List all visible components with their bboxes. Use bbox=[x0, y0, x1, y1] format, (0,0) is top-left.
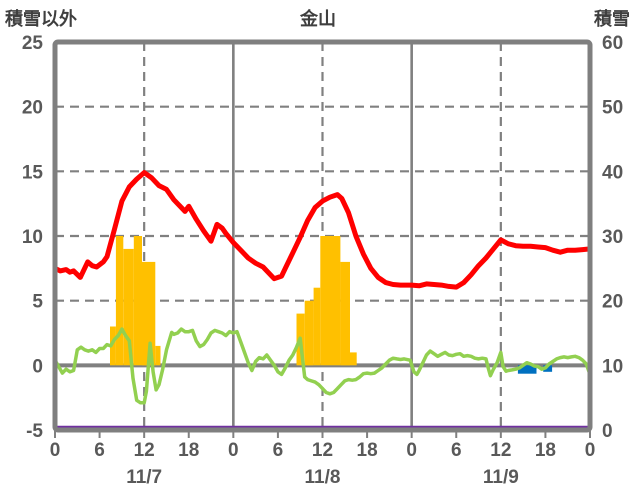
x-axis-tick-label: 0 bbox=[50, 440, 61, 461]
right-axis-tick-label: 20 bbox=[602, 292, 623, 313]
x-axis-tick-label: 18 bbox=[357, 440, 378, 461]
orange-bars bbox=[304, 300, 314, 366]
orange-bars bbox=[123, 248, 134, 366]
right-axis-tick-label: 10 bbox=[602, 356, 623, 377]
x-axis-tick-label: 12 bbox=[134, 440, 155, 461]
left-axis-tick-label: 0 bbox=[32, 356, 43, 377]
x-axis-tick-label: 12 bbox=[490, 440, 511, 461]
left-axis-tick-label: 25 bbox=[22, 33, 44, 54]
date-label: 11/9 bbox=[483, 467, 519, 488]
x-axis-tick-label: 6 bbox=[451, 440, 462, 461]
right-axis-tick-label: 30 bbox=[602, 227, 623, 248]
left-axis-tick-label: 5 bbox=[32, 292, 43, 313]
x-axis-tick-label: 0 bbox=[406, 440, 417, 461]
x-axis-tick-label: 18 bbox=[535, 440, 556, 461]
right-axis-title: 積雪 bbox=[594, 9, 630, 29]
date-label: 11/8 bbox=[305, 467, 341, 488]
orange-bars bbox=[340, 261, 350, 366]
plot-border bbox=[52, 39, 593, 433]
right-axis-tick-label: 60 bbox=[602, 33, 623, 54]
x-axis-tick-label: 6 bbox=[94, 440, 105, 461]
left-axis-tick-label: 15 bbox=[22, 162, 44, 183]
orange-bars bbox=[133, 236, 142, 366]
left-axis-tick-label: -5 bbox=[26, 421, 43, 442]
x-axis-tick-label: 0 bbox=[228, 440, 239, 461]
right-axis-tick-label: 50 bbox=[602, 98, 623, 119]
right-axis-tick-label: 0 bbox=[602, 421, 613, 442]
left-axis-tick-label: 20 bbox=[22, 98, 43, 119]
right-axis-tick-label: 40 bbox=[602, 162, 623, 183]
orange-bars bbox=[320, 236, 341, 366]
x-axis-tick-label: 12 bbox=[312, 440, 333, 461]
x-axis-tick-label: 0 bbox=[585, 440, 596, 461]
date-label: 11/7 bbox=[126, 467, 162, 488]
blue-bars bbox=[543, 365, 553, 372]
orange-bars bbox=[313, 287, 321, 366]
orange-bars bbox=[350, 352, 357, 366]
chart-title: 金山 bbox=[300, 9, 336, 29]
left-axis-tick-label: 10 bbox=[22, 227, 43, 248]
orange-bars bbox=[155, 345, 161, 366]
x-axis-tick-label: 18 bbox=[178, 440, 199, 461]
orange-bars bbox=[141, 261, 156, 366]
orange-bars bbox=[115, 236, 124, 366]
blue-bars bbox=[517, 365, 537, 374]
x-axis-tick-label: 6 bbox=[273, 440, 284, 461]
left-axis-title: 積雪以外 bbox=[5, 9, 77, 29]
red-line bbox=[52, 170, 593, 290]
green-line bbox=[53, 327, 592, 405]
orange-bars bbox=[110, 326, 116, 366]
